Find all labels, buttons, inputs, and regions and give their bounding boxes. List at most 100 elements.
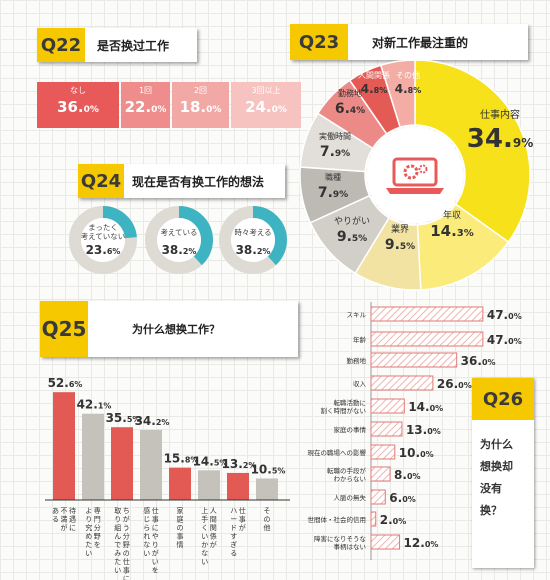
donut-label: その他	[396, 70, 420, 80]
laptop-base-icon	[386, 188, 444, 194]
q25-category-label: 仕	[123, 557, 130, 566]
q25-category-label: う	[123, 524, 130, 532]
q22-cell-label: なし	[70, 86, 86, 95]
q26-bar	[370, 444, 396, 460]
q25-category-label: が	[61, 523, 68, 532]
q26-bar	[370, 352, 458, 368]
donut-slice	[416, 203, 510, 291]
ring-track	[69, 206, 137, 274]
q26-category-label: 事柄はない	[334, 542, 367, 551]
q25-bar	[256, 478, 278, 500]
donut-label: 仕事内容	[480, 108, 520, 121]
q26-title-line: 换？	[480, 504, 502, 517]
ring-progress	[145, 206, 213, 274]
q25-value-label: 10.5%	[251, 462, 286, 476]
q26-category-label: 家庭の事情	[334, 425, 367, 434]
q25-category-label: た	[114, 558, 121, 566]
q25-category-label: 上	[201, 506, 208, 515]
q22-cell-value: 18.0%	[179, 98, 222, 116]
q25-category-label: 不	[61, 507, 68, 515]
q26-category-label: 現在の職場への影響	[308, 448, 367, 457]
q26-category-label: 収入	[353, 380, 367, 388]
q25-category-label: い	[143, 550, 150, 558]
q22-cell-label: 2回	[193, 86, 208, 95]
q25-category-label: 情	[177, 540, 184, 549]
q25-category-label: に	[69, 524, 76, 532]
donut-value: 6.4%	[335, 101, 365, 117]
q23-title: 对新工作最注重的	[372, 35, 469, 50]
q25-title: 为什么想换工作？	[132, 323, 220, 336]
q24-tag: Q24	[78, 164, 124, 198]
q25-category-label: 仕	[152, 506, 159, 515]
q22-cell-value: 36.0%	[57, 98, 99, 116]
q25-value-label: 52.6%	[48, 376, 83, 390]
donut-slice	[299, 112, 374, 173]
ring-inner	[81, 218, 125, 262]
q26-value-label: 14.0%	[408, 400, 443, 414]
q25-category-label: た	[85, 541, 92, 549]
q25-category-label: め	[85, 533, 92, 541]
donut-slice	[414, 59, 531, 244]
q26-bar	[370, 306, 484, 322]
q25-category-label: が	[152, 549, 159, 558]
donut-slice	[309, 194, 391, 275]
donut-value: 14.3%	[430, 222, 474, 240]
q25-category-label: の	[177, 524, 184, 532]
q25-value-label: 35.5%	[106, 411, 141, 425]
q25-title-box: Q25 为什么想换工作？	[40, 301, 298, 357]
q22-tag: Q22	[37, 28, 85, 62]
q26-category-label: 人脈の無失	[334, 493, 367, 502]
q22-cell-label: 1回	[138, 86, 153, 95]
donut-label: 職種	[325, 172, 341, 182]
q26-category-label: わからない	[334, 475, 367, 483]
ring-value: 38.2%	[162, 243, 197, 257]
q25-category-label: 取	[114, 507, 121, 515]
q22-cell-twice: 2回 18.0%	[172, 82, 229, 128]
donut-value: 34.9%	[467, 124, 533, 154]
q25-category-label: る	[52, 516, 59, 524]
q26-category-label: 勤務地	[347, 356, 367, 365]
q25-category-label: す	[230, 533, 237, 541]
q23-title-box: Q23 对新工作最注重的	[290, 24, 528, 60]
q25-category-label: や	[152, 533, 159, 541]
q22-title: 是否换过工作	[97, 38, 170, 53]
donut-slice	[379, 59, 416, 129]
donut-label: 業界	[391, 223, 409, 235]
ring-inner	[157, 218, 201, 262]
q26-bar	[370, 466, 391, 482]
q26-bar	[370, 511, 377, 527]
q25-category-label: れ	[143, 533, 150, 541]
q25-category-label: 他	[264, 523, 271, 532]
q25-category-label: り	[152, 541, 159, 549]
q26-value-label: 47.0%	[487, 333, 522, 347]
q25-category-label: な	[201, 550, 208, 558]
q22-title-box: Q22 是否换过工作	[37, 28, 197, 62]
q25-category-label: な	[143, 541, 150, 549]
q25-bar	[169, 467, 191, 500]
q23-tag: Q23	[290, 24, 348, 60]
q26-value-label: 13.0%	[406, 423, 441, 437]
donut-slice	[348, 64, 402, 135]
donut-value: 9.5%	[337, 229, 367, 245]
q25-category-label: 家	[177, 506, 184, 515]
q25-bar	[140, 429, 162, 500]
q25-category-label: 待	[69, 506, 76, 515]
q24-title: 现在是否有换工作的想法	[132, 174, 265, 189]
q26-title-line: 没有	[480, 482, 502, 495]
q26-category-label: 転職活動に	[334, 398, 367, 407]
q26-bar	[370, 421, 403, 437]
q25-category-label: ち	[123, 507, 130, 515]
q25-category-label: 分	[94, 523, 101, 532]
q25-category-label: い	[201, 533, 208, 541]
ring-inner	[231, 218, 275, 262]
donut-label: 人間関係	[358, 71, 390, 80]
q26-category-label: 年齢	[353, 335, 367, 344]
q26-bar	[370, 375, 434, 391]
q25-category-label: ー	[230, 516, 237, 524]
q26-bar	[370, 534, 401, 550]
q25-value-label: 13.2%	[222, 457, 257, 471]
gear-icon	[418, 164, 428, 174]
q25-category-label: よ	[85, 507, 92, 515]
donut-label: 勤務地	[338, 88, 362, 98]
donut-value: 7.9%	[320, 144, 350, 160]
